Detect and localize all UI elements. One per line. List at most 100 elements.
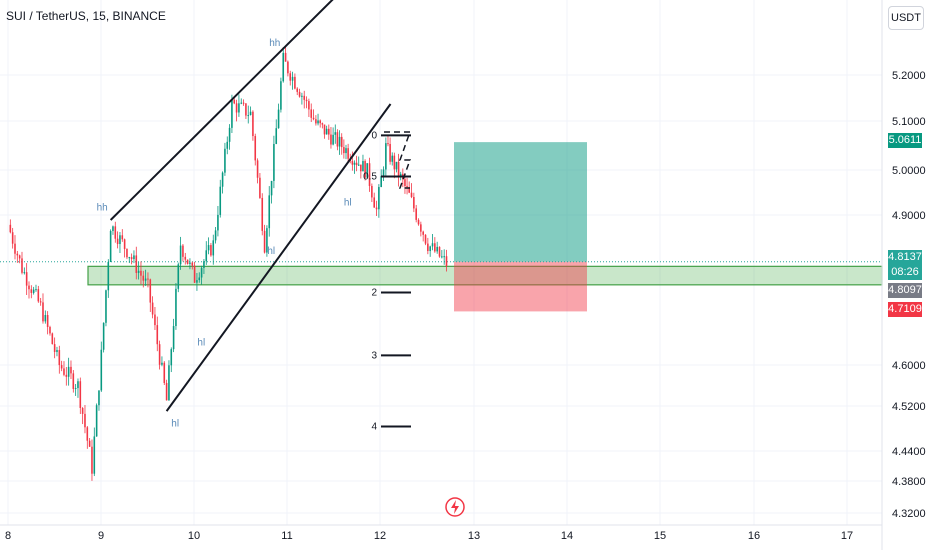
candle-body [280, 81, 282, 110]
candle-body [441, 256, 443, 258]
y-tick-label: 4.3800 [892, 476, 926, 488]
candle-body [140, 270, 142, 276]
candle-body [332, 134, 334, 145]
candle-body [147, 278, 149, 280]
x-tick-label: 17 [841, 530, 853, 542]
candle-body [207, 245, 210, 251]
candle-body [351, 161, 354, 165]
x-tick-label: 12 [374, 530, 386, 542]
candle-body [397, 161, 400, 177]
fib-level-label: 2 [371, 288, 377, 299]
candle-body [431, 243, 434, 247]
candle-body [32, 289, 35, 293]
candle-body [256, 160, 259, 178]
candle-body [282, 52, 285, 82]
candle-body [233, 99, 236, 104]
swing-annotation: hl [197, 338, 205, 349]
candle-body [119, 235, 121, 245]
candle-body [25, 272, 28, 286]
candle-body [154, 314, 156, 326]
candle-body [259, 177, 261, 198]
swing-annotation: hh [269, 38, 280, 49]
candle-body [330, 134, 332, 145]
candle-body [328, 128, 330, 135]
candle-body [44, 315, 47, 322]
candle-body [100, 349, 103, 391]
candle-body [371, 185, 373, 198]
candle-body [375, 207, 378, 210]
candle-body [88, 440, 91, 447]
candle-body [226, 141, 229, 149]
long-position-layer [0, 142, 882, 312]
x-tick-label: 9 [98, 530, 104, 542]
candle-body [189, 262, 191, 264]
candle-body [301, 95, 303, 97]
candle-body [427, 243, 429, 252]
candle-body [345, 148, 347, 154]
y-tick-label: 4.6000 [892, 360, 926, 372]
candle-body [378, 187, 380, 210]
swing-annotation: hl [171, 419, 179, 430]
currency-button[interactable]: USDT [888, 6, 924, 30]
candle-body [252, 111, 254, 137]
candle-body [116, 238, 119, 245]
candle-body [393, 155, 396, 170]
candle-body [95, 405, 98, 437]
candle-body [317, 120, 319, 124]
candle-body [422, 231, 424, 235]
candle-body [395, 161, 398, 170]
swing-annotation: hl [344, 198, 352, 209]
price-tag: 4.8137 [888, 250, 922, 265]
grid [0, 0, 882, 525]
candle-body [23, 272, 26, 274]
candle-body [417, 219, 420, 225]
candle-body [217, 214, 219, 231]
y-tick-label: 5.2000 [892, 70, 926, 82]
candle-body [228, 127, 231, 142]
candle-body [200, 267, 203, 278]
candle-body [357, 164, 360, 166]
candle-body [114, 226, 117, 239]
x-tick-label: 13 [468, 530, 480, 542]
candle-body [385, 143, 387, 170]
candle-body [175, 288, 177, 327]
swing-annotation: hl [267, 246, 275, 257]
candle-body [112, 226, 114, 231]
candle-body [42, 302, 44, 322]
candle-body [203, 261, 205, 268]
candle-body [263, 230, 266, 253]
candle-body [79, 381, 82, 409]
price-tag: 08:26 [888, 265, 922, 280]
candle-body [294, 76, 296, 89]
fib-level-label: 3 [371, 350, 377, 361]
replay-icon[interactable] [445, 497, 465, 517]
candle-body [340, 136, 343, 148]
price-tag: 5.0611 [888, 133, 922, 148]
candle-body [109, 230, 112, 263]
candle-body [408, 187, 410, 193]
candle-body [266, 228, 268, 253]
candle-body [21, 258, 23, 273]
candle-body [270, 180, 273, 196]
candle-body [413, 197, 415, 209]
candle-body [65, 374, 68, 377]
trend-line [109, 0, 334, 221]
candle-body [205, 250, 208, 262]
candle-body [434, 243, 436, 252]
candle-body [196, 280, 198, 283]
candle-body [312, 117, 315, 120]
candle-body [429, 246, 431, 252]
candle-body [39, 301, 42, 303]
candle-body [37, 289, 40, 302]
candle-body [212, 240, 215, 256]
y-tick-label: 4.4400 [892, 446, 926, 458]
loss-zone [454, 261, 587, 312]
candle-body [445, 256, 448, 266]
candle-body [56, 350, 58, 352]
candle-body [284, 52, 287, 62]
candle-body [137, 270, 140, 273]
candle-body [245, 103, 247, 116]
candle-body [364, 161, 366, 178]
